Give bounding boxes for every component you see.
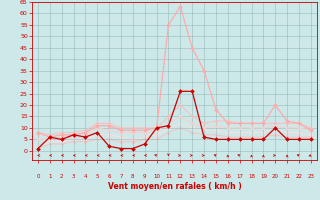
X-axis label: Vent moyen/en rafales ( km/h ): Vent moyen/en rafales ( km/h ) [108,182,241,191]
